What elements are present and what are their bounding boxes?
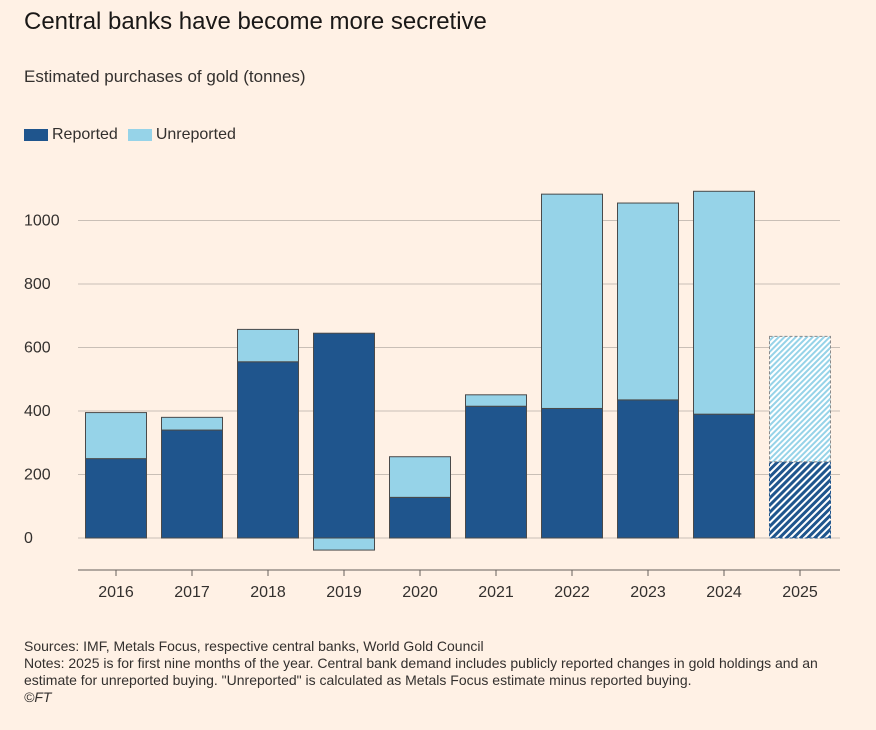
chart-subtitle: Estimated purchases of gold (tonnes) [24,67,306,86]
x-tick-label: 2020 [402,584,438,601]
bar-unreported-2023 [617,202,679,401]
x-tick-label: 2024 [706,584,742,601]
legend: Reported Unreported [24,126,246,144]
legend-swatch-unreported [127,129,152,141]
bar-unreported-2016 [85,412,147,460]
y-tick-label: 0 [24,530,33,547]
y-tick-label: 400 [24,403,51,420]
bar-reported-2016 [85,458,147,539]
bar-reported-2024 [693,413,755,539]
bar-unreported-2021 [465,394,527,407]
bar-reported-2017 [161,429,223,539]
y-tick-label: 600 [24,340,51,357]
legend-item-unreported: Unreported [127,126,236,144]
bar-unreported-2020 [389,456,451,498]
chart-plot: 0 200 400 600 800 1000 2016 2017 2018 2019 2020 202… [24,190,840,601]
y-tick-label: 1000 [24,213,60,230]
x-tick-label: 2016 [98,584,134,601]
bar-reported-2020 [389,496,451,539]
y-tick-label: 200 [24,467,51,484]
bar-unreported-2022 [541,193,603,409]
legend-swatch-reported [24,129,48,141]
bar-reported-2018 [237,361,299,539]
bar-reported-2019 [313,332,375,539]
bar-reported-2021 [465,405,527,539]
bar-unreported-2019 [313,537,375,551]
legend-item-reported: Reported [24,126,118,144]
x-tick-label: 2025 [782,584,818,601]
bar-unreported-2018 [237,328,299,363]
y-tick-label: 800 [24,276,51,293]
footer-notes: Notes: 2025 is for first nine months of … [24,655,818,688]
bar-reported-2023 [617,399,679,539]
footer-credit: ©FT [24,689,52,705]
x-tick-label: 2018 [250,584,286,601]
legend-label-unreported: Unreported [155,126,236,143]
chart-footer: Sources: IMF, Metals Focus, respective c… [24,638,864,706]
bar-unreported-2024 [693,190,755,415]
chart-title: Central banks have become more secretive [24,8,487,35]
bar-unreported-2025 [769,335,831,463]
footer-sources: Sources: IMF, Metals Focus, respective c… [24,638,484,654]
x-tick-label: 2017 [174,584,210,601]
bar-reported-2025 [769,461,831,539]
legend-label-reported: Reported [52,126,118,143]
x-tick-label: 2019 [326,584,362,601]
bar-reported-2022 [541,407,603,539]
x-tick-label: 2022 [554,584,590,601]
x-tick-label: 2023 [630,584,666,601]
bar-unreported-2017 [161,416,223,431]
x-tick-label: 2021 [478,584,514,601]
